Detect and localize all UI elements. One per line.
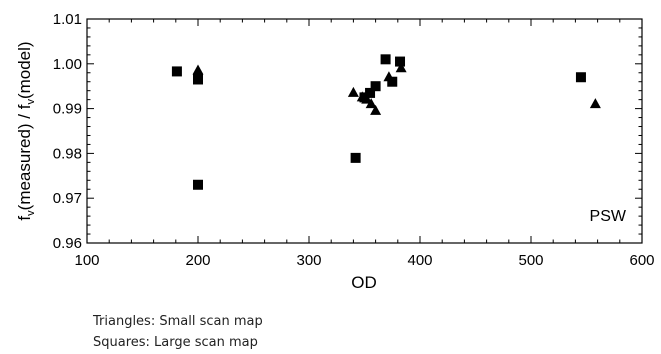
- y-axis-title: fv(measured) / fv(model): [15, 41, 37, 220]
- square-point: [395, 56, 406, 67]
- square-point: [370, 81, 381, 92]
- y-tick-label: 1.01: [53, 11, 82, 28]
- x-tick-label: 500: [518, 252, 543, 269]
- y-tick-label: 0.97: [53, 190, 82, 207]
- x-tick-label: 400: [407, 252, 432, 269]
- y-tick-label: 0.99: [53, 101, 82, 118]
- data-points: [171, 54, 601, 190]
- triangle-point: [589, 98, 601, 109]
- square-point: [193, 179, 203, 190]
- legend-caption-triangles: Triangles: Small scan map: [93, 314, 263, 329]
- legend-caption-squares: Squares: Large scan map: [93, 335, 258, 350]
- square-point: [365, 87, 376, 98]
- square-point: [359, 92, 370, 103]
- square-point: [575, 72, 586, 83]
- x-tick-label: 300: [296, 252, 321, 269]
- x-axis-title: OD: [351, 273, 377, 292]
- x-tick-label: 600: [629, 252, 654, 269]
- triangle-point: [365, 98, 377, 109]
- triangle-point: [192, 64, 204, 75]
- square-point: [171, 66, 182, 77]
- plot-frame: [86, 18, 643, 244]
- triangle-point: [395, 62, 407, 73]
- square-point: [193, 74, 203, 85]
- y-tick-label: 0.96: [53, 235, 82, 252]
- scatter-chart: 100 200 300 400 500 600 0.96 0.97 0.98 0.99 1.00 1.…: [15, 11, 655, 292]
- square-point: [350, 152, 361, 163]
- triangle-point: [370, 104, 382, 115]
- y-tick-label: 1.00: [53, 56, 82, 73]
- triangle-point: [347, 86, 359, 97]
- x-tick-label: 100: [74, 252, 99, 269]
- chart-annotation-psw: PSW: [590, 208, 627, 225]
- square-point: [380, 54, 391, 65]
- y-tick-label: 0.98: [53, 145, 82, 162]
- x-tick-label: 200: [185, 252, 210, 269]
- axis-ticks: [86, 18, 643, 244]
- axis-tick-labels: 100 200 300 400 500 600 0.96 0.97 0.98 0.99 1.00 1.…: [53, 11, 655, 269]
- square-point: [387, 76, 398, 87]
